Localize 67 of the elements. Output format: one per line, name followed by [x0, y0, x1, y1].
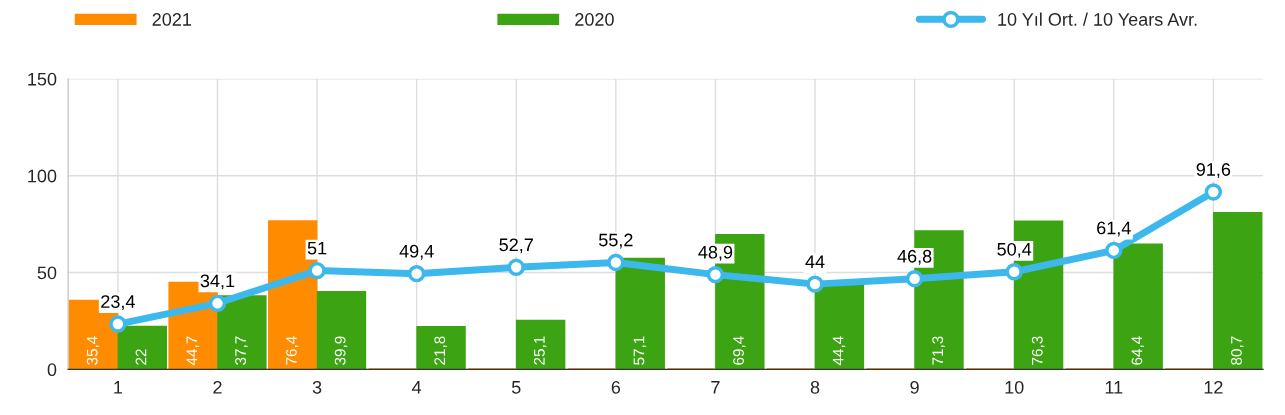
x-tick-label: 3 [312, 380, 322, 394]
data-label: 64,4 [1131, 336, 1145, 365]
x-tick-label: 8 [810, 380, 820, 394]
legend-label: 10 Yıl Ort. / 10 Years Avr. [998, 12, 1197, 26]
data-label: 21,8 [434, 336, 447, 365]
bar [1113, 243, 1163, 370]
bar [1213, 212, 1263, 370]
point [905, 270, 924, 288]
x-tick-label: 1 [114, 381, 123, 394]
data-label: 44 [805, 255, 825, 268]
x-tick-label: 4 [412, 381, 422, 394]
data-label: 50,4 [997, 242, 1032, 258]
x-tick-label: 7 [711, 381, 720, 394]
bar [416, 326, 466, 370]
data-label: 51 [307, 241, 327, 255]
point [208, 294, 227, 312]
data-label: 57,1 [633, 336, 647, 365]
x-tick-label: 11 [1105, 381, 1123, 394]
y-tick-label: 100 [28, 169, 57, 183]
data-label: 69,4 [733, 336, 746, 365]
data-label: 23,4 [101, 295, 135, 311]
x-tick-label: 12 [1204, 380, 1223, 394]
bar [814, 282, 865, 370]
data-label: 34,1 [200, 274, 235, 290]
data-label: 80,7 [1231, 336, 1244, 365]
bar [117, 325, 167, 370]
data-label: 25,1 [533, 336, 547, 365]
bar [515, 319, 566, 370]
point [706, 265, 725, 284]
y-tick-label: 0 [47, 363, 57, 377]
bar [217, 295, 267, 370]
data-label: 76,3 [1031, 336, 1045, 365]
bar [316, 291, 367, 370]
bar [615, 257, 665, 370]
data-label: 44,7 [186, 336, 199, 366]
data-label: 46,8 [897, 249, 932, 265]
y-tick-label: 150 [28, 72, 57, 86]
data-label: 49,4 [399, 244, 434, 260]
x-tick-label: 6 [611, 380, 621, 394]
x-tick-label: 10 [1005, 380, 1024, 394]
point [607, 253, 625, 272]
data-label: 52,7 [499, 238, 533, 254]
data-label: 71,3 [932, 336, 945, 365]
data-label: 37,7 [235, 336, 248, 365]
data-label: 35,4 [86, 336, 100, 365]
data-label: 22 [135, 349, 147, 365]
legend-label: 2021 [152, 13, 191, 26]
data-label: 44,4 [832, 336, 846, 366]
data-label: 61,4 [1097, 221, 1131, 237]
point [308, 261, 326, 280]
point [507, 258, 525, 276]
point [806, 275, 824, 293]
data-label: 48,9 [698, 245, 733, 261]
x-tick-label: 9 [910, 380, 919, 394]
data-label: 76,4 [285, 336, 299, 365]
point [1105, 241, 1123, 260]
legend-label: 2020 [575, 13, 614, 26]
point [1204, 183, 1223, 201]
point [1005, 263, 1023, 281]
data-label: 91,6 [1196, 163, 1231, 179]
x-tick-label: 2 [213, 380, 222, 394]
y-tick-label: 50 [37, 266, 57, 280]
data-label: 39,9 [334, 336, 348, 365]
point [407, 264, 426, 283]
x-tick-label: 5 [511, 381, 521, 394]
data-label: 55,2 [598, 233, 633, 249]
point [109, 315, 127, 333]
